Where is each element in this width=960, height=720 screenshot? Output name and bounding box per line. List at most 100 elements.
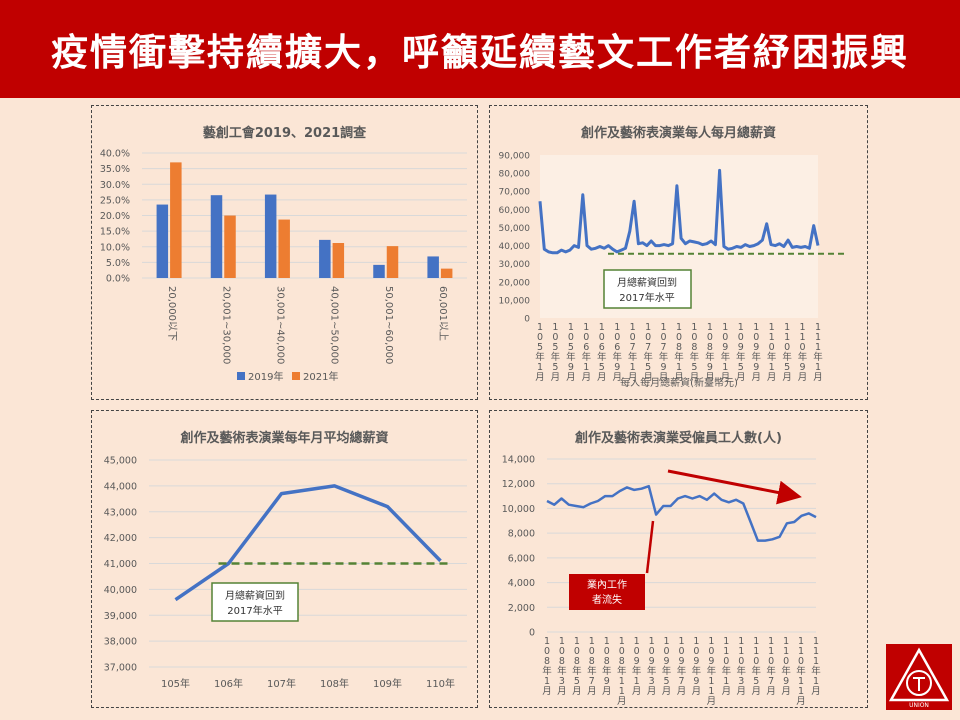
- svg-text:1: 1: [815, 322, 821, 333]
- svg-text:月: 月: [782, 372, 792, 383]
- svg-text:3: 3: [738, 676, 744, 687]
- svg-text:9: 9: [753, 362, 759, 373]
- svg-text:年: 年: [602, 665, 612, 677]
- svg-text:1: 1: [768, 636, 774, 647]
- svg-text:年: 年: [707, 665, 717, 677]
- employees-title: 創作及藝術表演業受僱員工人數(人): [575, 431, 782, 446]
- x-tick-label: 30,001~40,000: [274, 286, 285, 364]
- bar: [332, 243, 345, 278]
- svg-text:6: 6: [614, 342, 620, 353]
- svg-text:9: 9: [634, 656, 640, 667]
- y-tick-label: 39,000: [104, 611, 137, 622]
- svg-text:0: 0: [784, 342, 790, 353]
- y-tick-label: 40,000: [104, 585, 137, 596]
- bar: [319, 239, 331, 278]
- salary-line: [538, 168, 820, 255]
- svg-text:0: 0: [769, 342, 775, 353]
- svg-text:1: 1: [798, 676, 804, 687]
- y-tick-label: 80,000: [499, 170, 531, 180]
- svg-text:0: 0: [693, 646, 699, 657]
- bar: [427, 256, 439, 278]
- svg-text:5: 5: [664, 676, 670, 687]
- monthly-salary-title: 創作及藝術表演業每人每月總薪資: [580, 126, 776, 141]
- svg-text:1: 1: [813, 656, 819, 667]
- svg-text:1: 1: [815, 362, 821, 373]
- svg-text:1: 1: [630, 322, 636, 333]
- svg-text:5: 5: [691, 362, 697, 373]
- svg-text:1: 1: [619, 686, 625, 697]
- svg-text:月: 月: [674, 372, 684, 383]
- svg-text:年: 年: [542, 665, 552, 677]
- survey-chart-title: 藝創工會2019、2021調查: [202, 126, 367, 141]
- svg-text:年: 年: [690, 351, 700, 363]
- y-tick-label: 50,000: [499, 224, 531, 234]
- svg-text:0: 0: [574, 646, 580, 657]
- svg-text:6: 6: [583, 342, 589, 353]
- svg-text:1: 1: [691, 322, 697, 333]
- svg-text:年: 年: [782, 351, 792, 363]
- y-tick-label: 45,000: [104, 456, 137, 467]
- svg-text:1: 1: [784, 322, 790, 333]
- svg-text:年: 年: [722, 665, 732, 677]
- svg-text:1: 1: [738, 322, 744, 333]
- y-tick-label: 30,000: [499, 260, 531, 270]
- svg-text:月: 月: [767, 372, 777, 383]
- y-tick-label: 8,000: [508, 529, 535, 540]
- svg-text:0: 0: [707, 332, 713, 343]
- y-tick-label: 5.0%: [106, 258, 130, 269]
- svg-text:0: 0: [630, 332, 636, 343]
- svg-text:1: 1: [664, 636, 670, 647]
- svg-text:月: 月: [602, 686, 612, 697]
- svg-text:0: 0: [664, 646, 670, 657]
- svg-text:1: 1: [753, 636, 759, 647]
- survey-chart: 0.0% 5.0% 10.0% 15.0% 20.0% 25.0% 30.0% 35.0% 40…: [100, 149, 467, 383]
- svg-text:月: 月: [751, 372, 761, 383]
- svg-text:8: 8: [619, 656, 625, 667]
- y-tick-label: 70,000: [499, 188, 531, 198]
- svg-text:1: 1: [783, 646, 789, 657]
- svg-text:1: 1: [800, 322, 806, 333]
- svg-text:1: 1: [537, 362, 543, 373]
- svg-text:年: 年: [612, 351, 622, 363]
- monthly-salary-panel: 創作及藝術表演業每人每月總薪資 0 10,000 20,000 30,000 40,00…: [489, 105, 868, 400]
- svg-text:1: 1: [798, 646, 804, 657]
- svg-text:1: 1: [574, 636, 580, 647]
- svg-text:年: 年: [566, 351, 576, 363]
- svg-text:9: 9: [568, 362, 574, 373]
- x-tick-label: 106年: [214, 677, 243, 690]
- reference-label-line2: 2017年水平: [619, 291, 674, 304]
- x-tick-label: 107年: [267, 677, 296, 690]
- svg-text:年: 年: [813, 351, 823, 363]
- svg-text:0: 0: [589, 646, 595, 657]
- survey-chart-panel: 藝創工會2019、2021調查 0.0% 5.0% 10.0% 15.0% 20.0% 2…: [91, 105, 478, 400]
- svg-text:8: 8: [589, 656, 595, 667]
- svg-text:0: 0: [552, 332, 558, 343]
- callout-text-line1: 業內工作: [587, 578, 627, 591]
- y-tick-label: 38,000: [104, 637, 137, 648]
- callout-pointer: [645, 520, 655, 574]
- svg-text:月: 月: [677, 686, 687, 697]
- y-tick-label: 14,000: [502, 455, 535, 466]
- svg-text:1: 1: [676, 322, 682, 333]
- svg-text:月: 月: [690, 372, 700, 383]
- svg-text:0: 0: [691, 332, 697, 343]
- svg-text:9: 9: [693, 656, 699, 667]
- svg-text:0: 0: [649, 646, 655, 657]
- svg-text:1: 1: [708, 686, 714, 697]
- svg-text:0: 0: [678, 646, 684, 657]
- svg-text:年: 年: [587, 665, 597, 677]
- svg-text:9: 9: [614, 362, 620, 373]
- svg-text:年: 年: [557, 665, 567, 677]
- svg-text:1: 1: [783, 636, 789, 647]
- svg-text:月: 月: [572, 686, 582, 697]
